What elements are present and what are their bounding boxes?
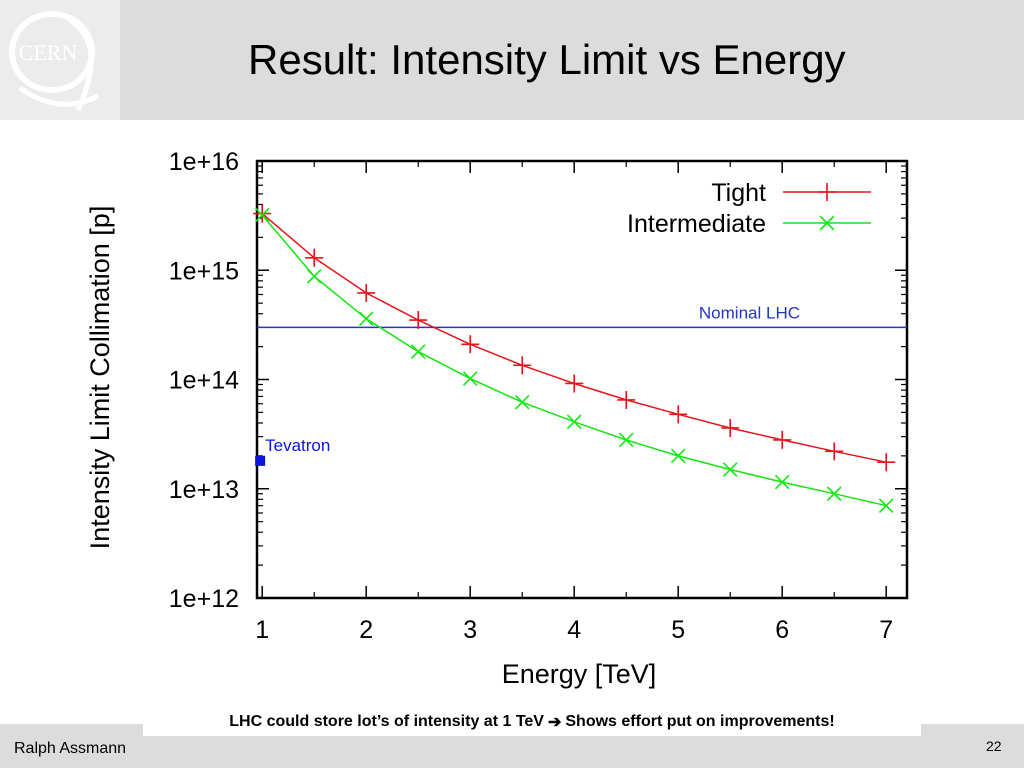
y-tick-label: 1e+16 [169, 148, 239, 176]
legend-marker-tight [818, 183, 836, 201]
intermediate-data-point [566, 414, 582, 430]
y-tick-label: 1e+14 [169, 367, 239, 395]
tight-series-line [261, 213, 887, 463]
note-text-after: Shows effort put on improvements! [565, 713, 835, 730]
intermediate-data-point [774, 474, 790, 490]
tight-data-point [617, 390, 636, 409]
header-band [0, 0, 1024, 120]
x-axis-title: Energy [TeV] [502, 659, 657, 689]
nominal-lhc-label: Nominal LHC [699, 303, 800, 322]
tevatron-label: Tevatron [265, 436, 330, 455]
tight-data-point [877, 453, 896, 472]
tight-data-point [513, 356, 532, 375]
tight-data-point [721, 418, 740, 437]
y-tick-label: 1e+12 [169, 585, 239, 613]
tevatron-point [255, 455, 266, 466]
intermediate-data-point [358, 311, 374, 327]
intermediate-data-point [722, 462, 738, 477]
cern-logo-text: CERN [19, 40, 78, 65]
intermediate-data-point [306, 268, 322, 284]
legend-label-intermediate: Intermediate [627, 210, 766, 238]
note-text-before: LHC could store lot’s of intensity at 1 … [229, 713, 544, 730]
right-arrow-icon: ➔ [547, 714, 562, 731]
tight-data-point [305, 248, 324, 267]
tight-data-point [461, 335, 480, 354]
tight-data-point [565, 374, 584, 393]
tight-data-point [669, 405, 688, 424]
cern-logo: CERN [0, 0, 120, 120]
x-tick-label: 1 [255, 616, 269, 644]
tight-data-point [253, 204, 272, 223]
intensity-chart: 1e+12 1e+13 1e+14 1e+15 1e+16 1 2 3 4 5 6 7 Energy [… [85, 148, 909, 689]
x-tick-label: 4 [567, 616, 581, 644]
intermediate-data-point [670, 448, 686, 464]
y-tick-label: 1e+15 [169, 257, 239, 285]
x-tick-label: 5 [671, 616, 685, 644]
tight-data-point [357, 283, 376, 302]
slide-title: Result: Intensity Limit vs Energy [248, 36, 846, 83]
x-tick-label: 2 [359, 616, 373, 644]
intermediate-data-point [254, 207, 270, 223]
intermediate-data-point [826, 486, 842, 502]
legend-marker-intermediate [819, 215, 835, 231]
tight-data-point [825, 442, 844, 461]
y-tick-label: 1e+13 [169, 476, 239, 504]
intermediate-series-line [261, 214, 887, 507]
x-tick-label: 7 [879, 616, 893, 644]
intermediate-data-point [514, 394, 530, 410]
legend-label-tight: Tight [711, 179, 766, 207]
x-tick-label: 3 [463, 616, 477, 644]
intermediate-data-point [878, 498, 894, 513]
intermediate-data-point [618, 432, 634, 448]
tight-data-point [409, 311, 428, 330]
conclusion-note: LHC could store lot’s of intensity at 1 … [143, 708, 921, 736]
intermediate-data-point [462, 371, 478, 386]
y-axis-title: Intensity Limit Collimation [p] [85, 206, 115, 550]
intermediate-data-point [410, 344, 426, 359]
tight-data-point [773, 430, 792, 449]
plot-frame [255, 159, 909, 600]
cern-logo-icon: CERN [9, 11, 100, 112]
page-number: 22 [986, 738, 1002, 754]
x-tick-label: 6 [775, 616, 789, 644]
author-name: Ralph Assmann [14, 740, 127, 757]
